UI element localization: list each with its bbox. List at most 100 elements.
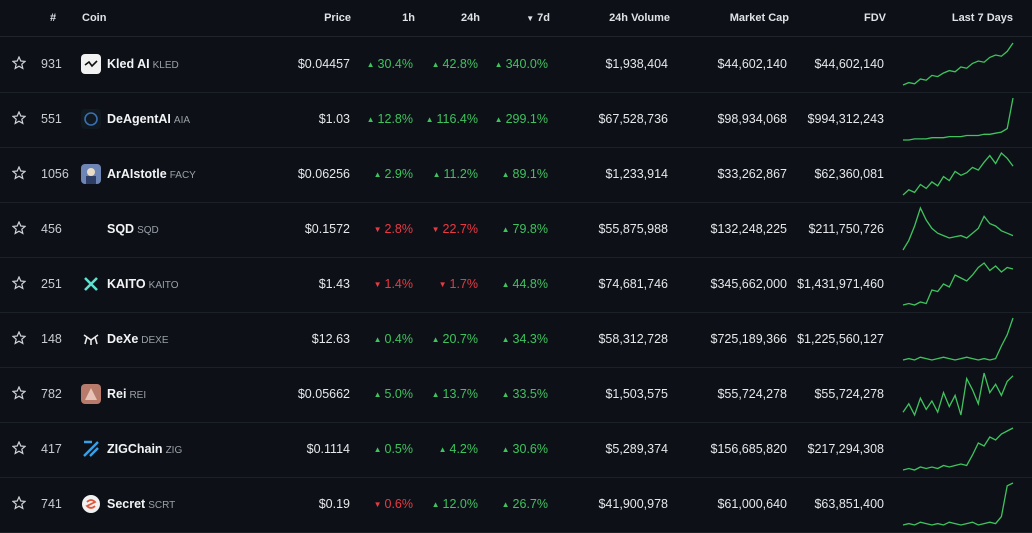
change-d7: ▲ 30.6%: [502, 442, 548, 456]
market-cap: $44,602,140: [717, 57, 787, 71]
kled-logo[interactable]: [81, 54, 101, 74]
fdv: $217,294,308: [807, 442, 884, 456]
table-row[interactable]: 931 Kled AI KLED $0.04457 ▲ 30.4% ▲ 42.8% ▲ 340.0…: [0, 37, 1032, 93]
fdv: $62,360,081: [814, 167, 884, 181]
change-value: 0.5%: [384, 442, 414, 456]
table-row[interactable]: 551 DeAgentAI AIA $1.03 ▲ 12.8% ▲ 116.4% ▲ 299.1%…: [0, 92, 1032, 148]
change-h1: ▼ 0.6%: [374, 497, 413, 511]
kaito-logo[interactable]: [81, 274, 101, 294]
volume-24h: $1,938,404: [605, 57, 668, 71]
coin-name-link[interactable]: KAITO KAITO: [107, 277, 179, 291]
fdv: $44,602,140: [814, 57, 884, 71]
header-rank[interactable]: #: [50, 12, 57, 24]
header-coin[interactable]: Coin: [82, 12, 107, 24]
caret-down-icon: ▼: [438, 280, 447, 289]
caret-up-icon: ▲: [431, 500, 440, 509]
caret-up-icon: ▲: [366, 60, 375, 69]
sparkline-7d: [902, 151, 1014, 196]
star-icon[interactable]: [12, 496, 26, 510]
coin-name-link[interactable]: Rei REI: [107, 387, 146, 401]
coin-name-link[interactable]: ZIGChain ZIG: [107, 442, 182, 456]
change-d7: ▲ 26.7%: [502, 497, 548, 511]
change-value: 26.7%: [512, 497, 548, 511]
zigchain-logo[interactable]: [81, 439, 101, 459]
volume-24h: $67,528,736: [598, 112, 668, 126]
header-7d[interactable]: ▼ 7d: [526, 12, 550, 24]
sparkline-path: [902, 262, 1014, 306]
caret-down-icon: ▼: [373, 500, 382, 509]
header-24h[interactable]: 24h: [461, 12, 480, 24]
caret-up-icon: ▲: [438, 445, 447, 454]
coin-name-link[interactable]: ArAIstotle FACY: [107, 167, 196, 181]
change-h24: ▼ 22.7%: [432, 222, 478, 236]
change-h24: ▲ 4.2%: [439, 442, 478, 456]
change-h24: ▲ 12.0%: [432, 497, 478, 511]
change-h24: ▲ 13.7%: [432, 387, 478, 401]
coin-name-link[interactable]: DeAgentAI AIA: [107, 112, 190, 126]
change-value: 2.8%: [384, 222, 414, 236]
header-price[interactable]: Price: [324, 12, 351, 24]
change-value: 33.5%: [512, 387, 548, 401]
table-row[interactable]: 148 DeXe DEXE $12.63 ▲ 0.4% ▲ 20.7% ▲ 34.3% $58,31…: [0, 312, 1032, 368]
star-icon[interactable]: [12, 221, 26, 235]
coin-name: ArAIstotle: [107, 167, 167, 181]
volume-24h: $1,503,575: [605, 387, 668, 401]
change-h1: ▼ 2.8%: [374, 222, 413, 236]
market-cap: $61,000,640: [717, 497, 787, 511]
header-1h[interactable]: 1h: [402, 12, 415, 24]
coin-name-link[interactable]: SQD SQD: [107, 222, 159, 236]
table-row[interactable]: 417 ZIGChain ZIG $0.1114 ▲ 0.5% ▲ 4.2% ▲ 30.6% $5,…: [0, 422, 1032, 478]
change-h24: ▼ 1.7%: [439, 277, 478, 291]
coin-symbol: REI: [129, 390, 147, 401]
coin-name-link[interactable]: Secret SCRT: [107, 497, 175, 511]
star-icon[interactable]: [12, 56, 26, 70]
table-row[interactable]: 456 SQD SQD $0.1572 ▼ 2.8% ▼ 22.7% ▲ 79.8% $55,875…: [0, 202, 1032, 258]
sqd-logo[interactable]: [81, 219, 101, 239]
price: $0.1572: [304, 222, 350, 236]
coin-symbol: SQD: [137, 225, 159, 236]
star-icon[interactable]: [12, 331, 26, 345]
header-market-cap[interactable]: Market Cap: [729, 12, 789, 24]
change-d7: ▲ 340.0%: [495, 57, 548, 71]
change-value: 34.3%: [512, 332, 548, 346]
change-h24: ▲ 116.4%: [426, 112, 478, 126]
price: $0.06256: [297, 167, 350, 181]
caret-up-icon: ▲: [501, 225, 510, 234]
rank: 782: [41, 387, 62, 401]
rei-logo[interactable]: [81, 384, 101, 404]
rank: 417: [41, 442, 62, 456]
star-icon[interactable]: [12, 276, 26, 290]
change-value: 30.6%: [512, 442, 548, 456]
araistotle-logo[interactable]: [81, 164, 101, 184]
change-value: 4.2%: [449, 442, 479, 456]
table-row[interactable]: 782 Rei REI $0.05662 ▲ 5.0% ▲ 13.7% ▲ 33.5% $1,503…: [0, 367, 1032, 423]
star-icon[interactable]: [12, 111, 26, 125]
rank: 148: [41, 332, 62, 346]
star-icon[interactable]: [12, 166, 26, 180]
sparkline-7d: [903, 97, 1014, 141]
caret-up-icon: ▲: [501, 280, 510, 289]
coin-name-link[interactable]: Kled AI KLED: [107, 57, 179, 71]
volume-24h: $55,875,988: [598, 222, 668, 236]
deagentai-logo[interactable]: [81, 109, 101, 129]
star-icon[interactable]: [12, 441, 26, 455]
coin-name: DeXe: [107, 332, 139, 346]
caret-up-icon: ▲: [501, 170, 510, 179]
star-icon[interactable]: [12, 386, 26, 400]
change-value: 12.8%: [377, 112, 413, 126]
secret-logo[interactable]: [81, 494, 101, 514]
dexe-logo[interactable]: [81, 329, 101, 349]
caret-up-icon: ▲: [501, 445, 510, 454]
table-row[interactable]: 251 KAITO KAITO $1.43 ▼ 1.4% ▼ 1.7% ▲ 44.8% $74,68…: [0, 257, 1032, 313]
change-h1: ▲ 0.5%: [374, 442, 413, 456]
sparkline-7d: [902, 42, 1014, 86]
table-row[interactable]: 1056 ArAIstotle FACY $0.06256 ▲ 2.9% ▲ 11.2% ▲ 89…: [0, 147, 1032, 203]
header-volume[interactable]: 24h Volume: [609, 12, 670, 24]
header-fdv[interactable]: FDV: [864, 12, 886, 24]
caret-down-icon: ▼: [431, 225, 440, 234]
change-value: 1.7%: [449, 277, 479, 291]
coin-name-link[interactable]: DeXe DEXE: [107, 332, 169, 346]
coin-symbol: ZIG: [165, 445, 183, 456]
market-cap: $345,662,000: [710, 277, 787, 291]
fdv: $1,431,971,460: [797, 277, 884, 291]
